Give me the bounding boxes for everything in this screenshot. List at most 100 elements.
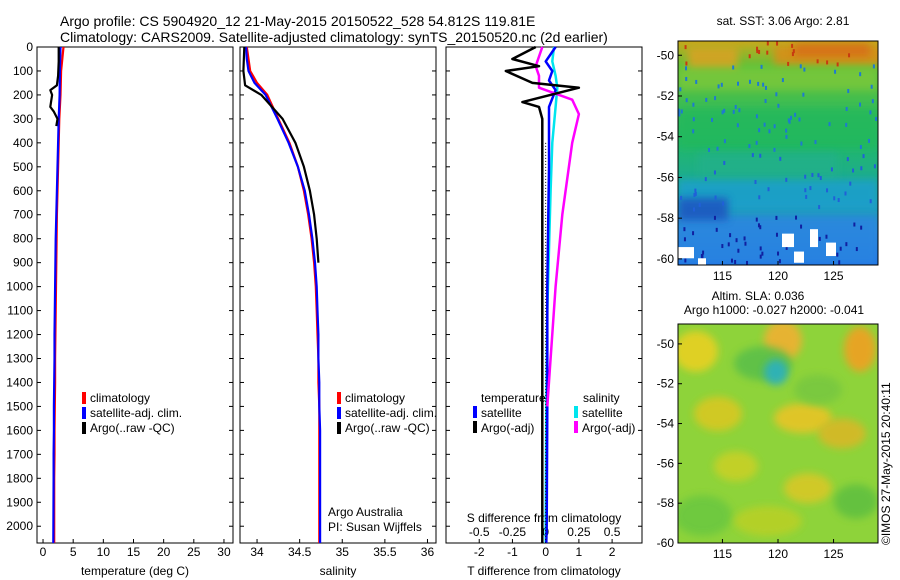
sst-speck [716,146,719,151]
sla-blob [774,403,832,434]
sst-speck [764,98,767,103]
legend-label: Argo(-adj) [481,421,534,435]
x-tick-label: 35 [336,545,350,559]
x-tick-top-label: -0.5 [469,525,490,539]
y-tick-label: 1000 [6,280,33,294]
sla-blob [818,418,866,449]
legend-label: climatology [90,391,150,405]
sst-speck [828,122,831,127]
x-tick-label: 25 [187,545,201,559]
y-tick-label: 0 [26,40,33,54]
sst-speck [754,180,757,185]
sst-speck [680,109,683,114]
x-axis-label: salinity [320,564,357,578]
legend-swatch [82,407,86,419]
sst-speck [768,129,771,134]
y-tick-label: 1800 [6,471,33,485]
legend-swatch [574,406,578,418]
x-tick-label: -1 [507,545,518,559]
plot-frame [445,46,643,544]
sst-speck [860,225,863,230]
sst-speck [859,102,862,107]
sst-speck [859,72,862,77]
sst-speck [692,117,695,122]
sst-speck [711,117,714,122]
y-tick-label: 900 [13,256,33,270]
series-argo-raw-qc- [49,47,60,127]
sst-speck [785,128,788,133]
legend-label: Argo(..raw -QC) [90,421,175,435]
legend-label: climatology [345,391,405,405]
sst-speck [702,250,705,255]
sst-speck [873,164,876,169]
y-tick-label: 500 [13,160,33,174]
sst-speck [693,207,696,212]
sst-speck [869,199,872,204]
sla-blob [784,473,832,504]
sla-blob [694,396,742,431]
sst-speck [834,69,837,74]
sst-no-data [698,258,706,265]
sst-speck [704,177,707,182]
sst-speck [744,241,747,246]
y-tick-label: -58 [657,211,675,225]
sst-speck [757,223,760,228]
sst-speck [830,167,833,172]
x-tick-top-label: 0.25 [567,525,591,539]
sst-blob [678,108,878,149]
y-tick-label: 1700 [6,447,33,461]
sst-speck [814,140,817,145]
sst-speck [869,110,872,115]
sst-no-data [782,233,794,248]
sst-speck [852,168,855,173]
y-tick-label: 1100 [7,304,33,318]
x-axis-label: T difference from climatology [467,564,621,578]
profile-panel-difference: -2 -1 0 1 2 T difference from climatology -0.5… [445,45,643,578]
sst-speck [683,227,686,232]
sst-speck [685,66,688,71]
sst-speck [787,118,790,123]
sst-speck [779,156,782,161]
sst-speck [848,53,851,58]
sst-speck [694,191,697,196]
sst-speck [748,54,751,59]
x-tick-label: 10 [97,545,111,559]
sst-speck [777,251,780,256]
sst-speck [803,67,806,72]
y-tick-label: 1300 [6,351,33,365]
sst-speck [837,198,840,203]
sst-speck [775,232,778,237]
x-tick-label: 5 [70,545,77,559]
y-tick-label: 400 [13,136,33,150]
x-tick-label: 120 [768,547,788,561]
sst-speck [764,85,767,90]
x-tick-label: 35.5 [373,545,397,559]
sst-speck [734,259,737,264]
sst-speck [705,97,708,102]
sst-speck [870,84,873,89]
x-tick-label: 15 [127,545,141,559]
sst-speck [802,92,805,97]
sst-speck [775,215,778,220]
sst-speck [826,60,829,65]
y-tick-label: 700 [13,208,33,222]
legend-group-temperature: temperature [481,391,546,405]
sla-blob [678,495,732,537]
x-tick-top-label: -0.25 [499,525,527,539]
x-tick-label: 20 [157,545,171,559]
y-tick-label: 100 [13,64,33,78]
y-tick-label: -54 [657,130,675,144]
series-argo-adj- [534,46,581,407]
sst-speck [847,89,850,94]
sst-speck [766,50,769,55]
legend-label: satellite-adj. clim. [90,406,182,420]
sst-speck [743,236,746,241]
sst-speck [692,129,695,134]
y-tick-label: -60 [657,252,675,266]
sst-speck [800,224,803,229]
sst-speck [756,49,759,54]
plot-frame [36,46,234,544]
legend-swatch [337,392,341,404]
sst-speck [684,45,687,50]
sla-blob [714,451,758,482]
